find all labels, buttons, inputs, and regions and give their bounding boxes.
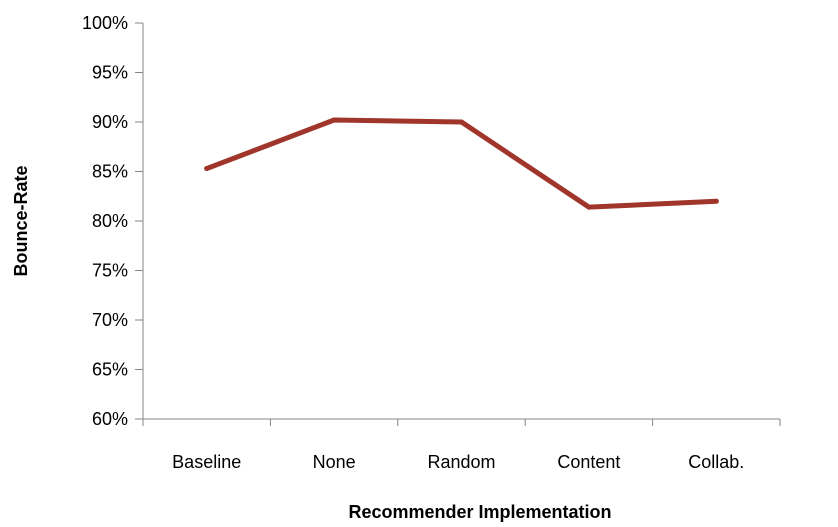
y-axis-title: Bounce-Rate: [11, 165, 31, 276]
y-tick-label: 80%: [92, 211, 128, 231]
y-tick-label: 60%: [92, 409, 128, 429]
data-point: [204, 166, 210, 172]
data-point: [459, 119, 464, 125]
y-tick-label: 95%: [92, 63, 128, 83]
x-tick-label: Random: [427, 452, 495, 472]
y-tick-label: 75%: [92, 261, 128, 281]
data-point: [713, 198, 719, 204]
series-line: [204, 117, 719, 210]
y-tick-label: 100%: [82, 13, 128, 33]
x-tick-label: None: [313, 452, 356, 472]
x-tick-label: Baseline: [172, 452, 241, 472]
y-tick-label: 90%: [92, 112, 128, 132]
x-tick-label: Collab.: [688, 452, 744, 472]
y-tick-label: 70%: [92, 310, 128, 330]
data-point: [331, 117, 337, 123]
data-point: [586, 204, 592, 210]
x-tick-label: Content: [557, 452, 620, 472]
x-axis: Baseline None Random Content Collab.: [142, 418, 781, 472]
series-layer: [204, 117, 719, 210]
y-axis: 60% 65% 70% 75% 80% 85% 90% 95% 100%: [82, 13, 144, 429]
y-tick-label: 85%: [92, 162, 128, 182]
x-axis-title: Recommender Implementation: [348, 502, 611, 522]
y-tick-label: 65%: [92, 360, 128, 380]
